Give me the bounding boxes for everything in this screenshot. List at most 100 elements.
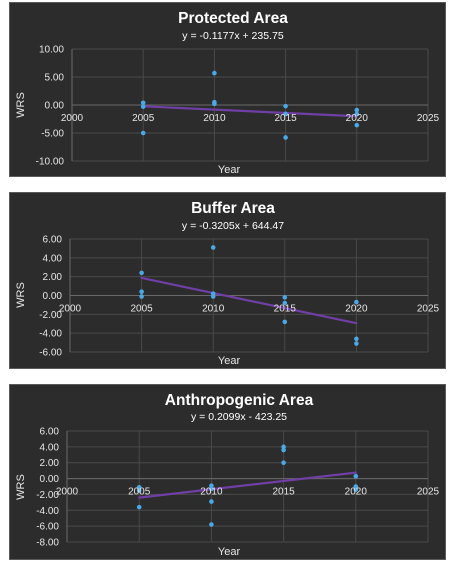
y-tick-label: 0.00	[40, 474, 60, 485]
axes	[71, 49, 428, 161]
data-point	[354, 299, 359, 305]
y-tick-label: 4.00	[43, 253, 63, 264]
y-axis-label: WRS	[15, 474, 27, 500]
x-tick-label: 2025	[417, 487, 440, 498]
y-tick-label: 2.00	[43, 272, 63, 283]
x-tick-labels: 2000 2005 2010 2015 2020 2025	[61, 113, 440, 124]
data-point	[354, 336, 359, 342]
data-point	[281, 444, 286, 450]
x-axis-label: Year	[218, 546, 241, 558]
x-tick-label: 2010	[203, 113, 226, 124]
trendline-line	[138, 471, 357, 499]
y-tick-label: 4.00	[40, 442, 60, 453]
data-points	[139, 245, 359, 346]
y-tick-label: -4.00	[36, 506, 59, 517]
data-point	[136, 504, 142, 510]
data-point	[139, 270, 144, 276]
x-tick-label: 2015	[274, 304, 297, 315]
axes	[69, 239, 428, 352]
chart-anthropogenic-area: 6.00 4.00 2.00 0.00 -2.00 -4.00 -6.00 -8.00 200…	[9, 384, 446, 560]
data-point	[354, 341, 359, 346]
x-axis-label: Year	[218, 164, 241, 176]
data-point	[281, 447, 286, 453]
axes	[66, 431, 428, 542]
data-point	[283, 111, 288, 117]
chart-title: Protected Area	[178, 10, 288, 27]
trendline-equation: y = -0.1177x + 235.75	[182, 30, 284, 42]
y-axis-label: WRS	[15, 92, 27, 118]
data-point	[282, 300, 288, 306]
y-axis-label: WRS	[15, 282, 27, 308]
data-point	[209, 522, 214, 527]
x-tick-label: 2020	[346, 113, 369, 124]
y-tick-labels: 6.00 4.00 2.00 0.00 -2.00 -4.00 -6.00	[39, 235, 62, 359]
data-point	[212, 70, 217, 76]
trendline	[142, 105, 358, 118]
y-tick-label: 2.00	[40, 458, 60, 469]
data-point	[212, 101, 217, 107]
data-point	[209, 486, 214, 492]
data-point	[136, 488, 142, 493]
y-tick-label: 10.00	[39, 45, 64, 56]
x-tick-label: 2025	[417, 304, 440, 315]
y-tick-label: 5.00	[45, 73, 65, 84]
y-tick-label: -6.00	[39, 348, 62, 359]
chart-protected-area: 10.00 5.00 0.00 -5.00 -10.00 2000 2005 2010 201…	[9, 2, 446, 177]
x-tick-label: 2005	[132, 113, 155, 124]
data-point	[140, 100, 146, 106]
data-point	[136, 484, 142, 490]
data-point	[282, 319, 288, 325]
y-tick-label: -2.00	[36, 490, 59, 501]
data-point	[282, 295, 288, 300]
y-tick-labels: 6.00 4.00 2.00 0.00 -2.00 -4.00 -6.00 -8.00	[36, 427, 59, 549]
x-tick-labels: 2000 2005 2010 2015 2020 2025	[59, 304, 440, 315]
x-tick-label: 2000	[59, 304, 82, 315]
y-tick-label: 0.00	[45, 101, 65, 112]
data-point	[354, 107, 360, 113]
data-point	[353, 473, 359, 479]
trendline-equation: y = 0.2099x - 423.25	[191, 411, 287, 423]
data-point	[139, 294, 144, 299]
x-axis-label: Year	[218, 355, 241, 367]
x-tick-label: 2010	[200, 487, 223, 498]
x-tick-label: 2015	[272, 487, 295, 498]
y-tick-label: 6.00	[40, 427, 60, 438]
chart-anthropogenic-area-svg: 6.00 4.00 2.00 0.00 -2.00 -4.00 -6.00 -8.00 200…	[15, 392, 440, 558]
chart-buffer-area-svg: 6.00 4.00 2.00 0.00 -2.00 -4.00 -6.00 2000 2005…	[15, 200, 440, 367]
y-tick-label: -8.00	[36, 538, 59, 549]
gridlines	[66, 430, 429, 543]
data-point	[283, 135, 288, 140]
x-tick-label: 2015	[274, 113, 297, 124]
data-points	[136, 444, 359, 527]
trendline-line	[142, 105, 358, 118]
x-tick-labels: 2000 2005 2010 2015 2020 2025	[56, 487, 440, 498]
data-point	[139, 289, 144, 295]
data-point	[140, 130, 146, 136]
chart-title: Buffer Area	[191, 200, 275, 217]
y-tick-label: 0.00	[43, 291, 63, 302]
trendline-line	[140, 276, 358, 325]
x-tick-label: 2000	[56, 487, 79, 498]
data-point	[281, 460, 286, 466]
data-points	[140, 70, 360, 140]
y-tick-label: -6.00	[36, 522, 59, 533]
x-tick-label: 2025	[417, 113, 440, 124]
data-point	[209, 499, 214, 504]
data-point	[283, 103, 288, 109]
y-tick-labels: 10.00 5.00 0.00 -5.00 -10.00	[36, 45, 65, 168]
data-point	[354, 122, 360, 128]
x-tick-label: 2000	[61, 113, 84, 124]
trendline	[140, 276, 358, 325]
y-tick-label: -2.00	[39, 310, 62, 321]
y-tick-label: -4.00	[39, 329, 62, 340]
x-tick-label: 2010	[202, 304, 225, 315]
data-point	[209, 483, 214, 489]
x-tick-label: 2020	[345, 487, 368, 498]
chart-protected-area-svg: 10.00 5.00 0.00 -5.00 -10.00 2000 2005 2010 201…	[15, 10, 440, 176]
y-tick-label: 6.00	[43, 235, 63, 246]
trendline	[138, 471, 357, 499]
y-tick-label: -5.00	[41, 129, 64, 140]
data-point	[140, 104, 146, 109]
data-point	[353, 484, 359, 489]
data-point	[354, 111, 360, 117]
